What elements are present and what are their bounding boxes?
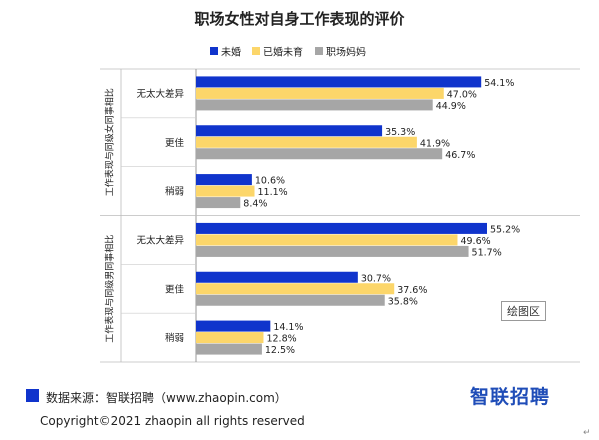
group-label: 工作表现与同级女同事相比: [104, 88, 116, 196]
category-label: 稍弱: [165, 332, 184, 344]
data-label: 30.7%: [361, 273, 391, 284]
source-marker: [26, 389, 39, 402]
return-mark: ↵: [583, 428, 591, 438]
data-label: 41.9%: [420, 138, 450, 149]
category-label: 更佳: [165, 283, 185, 295]
bar: [196, 99, 433, 111]
bar: [196, 148, 443, 160]
bar: [196, 271, 358, 283]
legend-swatch: [252, 47, 260, 55]
legend-label: 已婚未育: [263, 46, 303, 59]
bar: [196, 76, 482, 88]
data-label: 51.7%: [472, 247, 502, 258]
bar: [196, 283, 395, 295]
bar: [196, 185, 255, 197]
data-label: 44.9%: [436, 101, 466, 112]
data-label: 14.1%: [273, 322, 303, 333]
bar: [196, 197, 241, 209]
bar: [196, 320, 271, 332]
legend-swatch: [210, 47, 218, 55]
bar: [196, 125, 383, 137]
data-label: 12.8%: [266, 334, 296, 345]
data-label: 54.1%: [484, 78, 514, 89]
category-label: 更佳: [165, 137, 185, 149]
legend-label: 未婚: [221, 46, 241, 59]
plot-area-tag: 绘图区: [501, 301, 546, 321]
chart-title: 职场女性对自身工作表现的评价: [194, 10, 405, 28]
group-label: 工作表现与同级男同事相比: [104, 235, 116, 343]
bar: [196, 174, 252, 186]
bar: [196, 136, 417, 148]
bar: [196, 332, 264, 344]
source-text: 数据来源：智联招聘（www.zhaopin.com）: [46, 391, 287, 405]
bar: [196, 245, 469, 257]
data-label: 49.6%: [460, 236, 490, 247]
bar: [196, 222, 487, 234]
data-label: 11.1%: [258, 187, 288, 198]
copyright-text: Copyright©2021 zhaopin all rights reserv…: [40, 414, 305, 428]
bar: [196, 234, 458, 246]
legend-swatch: [315, 47, 323, 55]
data-label: 47.0%: [447, 89, 477, 100]
brand-logo: 智联招聘: [470, 386, 551, 408]
bar: [196, 87, 444, 99]
data-label: 35.3%: [385, 127, 415, 138]
category-label: 无太大差异: [136, 88, 184, 100]
data-label: 55.2%: [490, 224, 520, 235]
data-label: 12.5%: [265, 345, 295, 356]
data-label: 10.6%: [255, 176, 285, 187]
data-label: 46.7%: [445, 150, 475, 161]
category-label: 稍弱: [165, 186, 184, 198]
data-label: 8.4%: [243, 199, 267, 210]
category-label: 无太大差异: [136, 234, 184, 246]
legend-label: 职场妈妈: [326, 46, 366, 59]
data-label: 35.8%: [388, 296, 418, 307]
bar: [196, 294, 385, 306]
data-label: 37.6%: [397, 285, 427, 296]
bar: [196, 343, 262, 355]
